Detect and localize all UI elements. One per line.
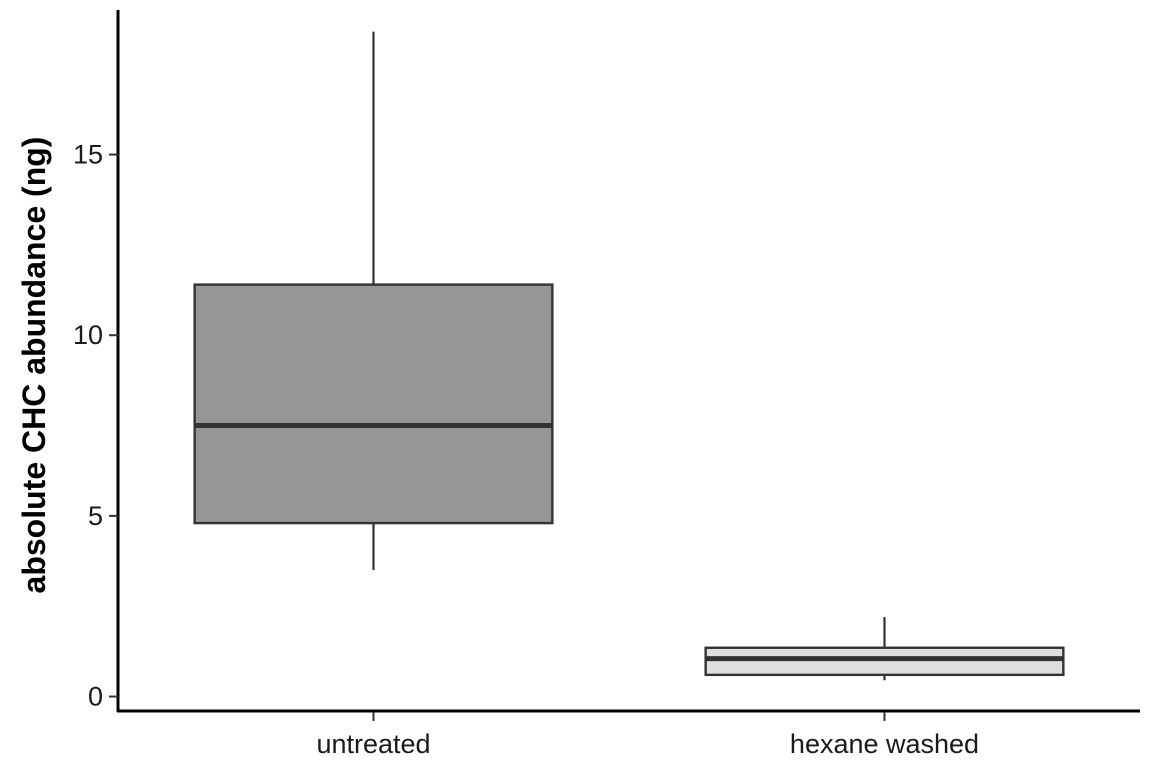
y-axis-title: absolute CHC abundance (ng): [16, 137, 52, 594]
x-tick-label: hexane washed: [790, 729, 979, 759]
box-group: [704, 617, 1065, 681]
axes-layer: [116, 10, 1140, 713]
box-rect: [704, 646, 1065, 677]
x-ticks-layer: untreated hexane washed: [316, 712, 979, 759]
box-rect: [193, 283, 554, 525]
y-tick-label: 5: [88, 501, 103, 531]
y-tick-label: 10: [73, 320, 103, 350]
y-tick-label: 15: [73, 140, 103, 170]
x-tick-label: untreated: [316, 729, 430, 759]
boxes-layer: [193, 31, 1065, 681]
box-group: [193, 31, 554, 571]
y-ticks-layer: 0 5 10 15: [73, 140, 118, 712]
y-tick-label: 0: [88, 682, 103, 712]
